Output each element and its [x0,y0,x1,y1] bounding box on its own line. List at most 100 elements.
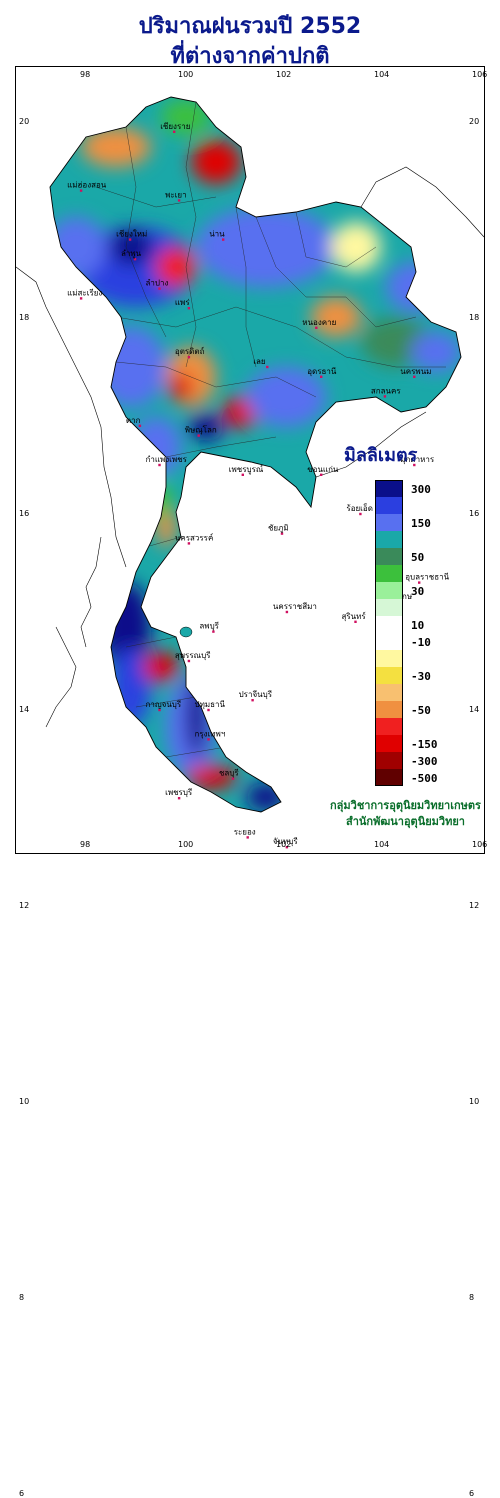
place-label: ปทุมธานี [195,700,226,709]
place-label: ปราจีนบุรี [239,690,273,699]
legend-label: -500 [411,772,438,785]
station-marker [280,532,284,535]
station-marker [413,375,416,378]
lat-tick-right: 14 [469,705,480,714]
lat-tick-right: 16 [469,509,480,518]
legend-title: มิลลิเมตร [344,445,418,466]
station-marker [207,738,210,741]
map-subtitle: ที่ต่างจากค่าปกติ [170,44,330,69]
legend-swatch [375,497,403,514]
station-marker [158,287,161,290]
station-marker [251,699,254,702]
station-marker [246,836,249,839]
place-label: ร้อยเอ็ด [346,503,373,513]
legend-label: -300 [411,755,438,768]
station-marker [158,463,161,467]
place-label: อุบลราชธานี [405,573,449,582]
station-marker [418,581,421,584]
lon-tick-bottom: 102 [276,840,292,849]
station-marker [177,199,181,202]
place-label: มุกดาหาร [400,455,435,464]
place-label: เชียงใหม่ [116,230,147,239]
legend-swatch [375,735,403,752]
legend-swatch [375,599,403,616]
station-marker [320,375,323,378]
station-marker [285,846,289,849]
lat-tick-left: 20 [19,117,30,126]
legend-swatch [375,565,403,582]
place-label: พะเยา [165,190,186,199]
legend-swatch [375,582,403,599]
place-label: แพร่ [175,298,190,307]
legend-swatch [375,531,403,548]
place-label: แม่ฮ่องสอน [67,181,107,190]
lon-tick-top: 102 [276,70,292,79]
station-marker [79,297,83,300]
place-label: นครสวรรค์ [175,532,213,542]
legend-label: -150 [411,738,438,751]
lat-tick-left: 10 [19,1097,30,1106]
legend-swatch [375,752,403,769]
lat-tick-left: 12 [19,901,30,910]
lon-tick-bottom: 98 [80,840,91,849]
place-label: ขอนแก่น [307,465,339,474]
legend-swatch [375,650,403,667]
legend-label: 30 [411,585,425,598]
legend-swatch [375,667,403,684]
province-borders [95,101,446,758]
lon-tick-top: 100 [178,70,194,79]
legend-swatch [375,616,403,633]
place-label: ลำพูน [121,249,142,259]
place-label: อุตรดิตถ์ [175,346,205,356]
station-marker [315,326,318,329]
legend-label: 50 [411,551,425,564]
place-label: ระยอง [234,827,256,836]
place-label: อุดรธานี [307,367,337,376]
lat-tick-right: 18 [469,313,480,322]
station-marker [212,630,215,633]
station-marker [158,708,161,712]
place-label: ชลบุรี [219,769,239,778]
station-marker [79,189,83,192]
station-marker [187,356,191,359]
legend-swatch [375,684,403,701]
map-title: ปริมาณฝนรวมปี 2552 [138,14,362,39]
place-label: เพชรบุรี [165,788,193,797]
lat-tick-right: 12 [469,901,480,910]
map-frame: เชียงราย แม่ฮ่องสอน พะเยา เชียงใหม่ ลำพูน น่า… [15,66,487,1498]
neighbour-borders [16,166,484,728]
place-label: ตาก [126,416,141,425]
place-label: สุรินทร์ [342,611,367,621]
legend-swatch [375,514,403,531]
place-label: น่าน [209,230,225,239]
legend-swatch [375,701,403,718]
legend-swatch [375,548,403,565]
place-label: ชัยภูมิ [268,524,289,534]
credit-line-1: กลุ่มวิชาการอุตุนิยมวิทยาเกษตร [330,799,481,812]
lat-tick-left: 8 [19,1293,25,1302]
station-marker [383,395,387,398]
lat-tick-right: 6 [469,1489,475,1498]
station-marker [187,659,191,663]
legend-label: -30 [411,670,431,683]
lon-tick-bottom: 104 [374,840,390,849]
station-marker [187,542,191,545]
lat-tick-right: 10 [469,1097,480,1106]
place-label: ลพบุรี [199,622,219,631]
legend-label: 300 [411,483,431,496]
place-label: จันทบุรี [273,837,299,846]
lon-tick-bottom: 100 [178,840,194,849]
place-label: พิษณุโลก [185,425,217,435]
lat-tick-left: 6 [19,1489,25,1498]
place-label: หนองคาย [302,318,336,327]
legend-swatch [375,480,403,497]
credit-line-2: สำนักพัฒนาอุตุนิยมวิทยา [346,815,465,828]
station-marker [173,130,176,133]
lat-tick-left: 16 [19,509,30,518]
place-label: แม่สะเรียง [67,288,102,297]
legend-label: -50 [411,704,431,717]
station-marker [222,238,225,241]
station-marker [197,434,200,437]
legend-swatch [375,633,403,650]
station-marker [133,258,137,261]
